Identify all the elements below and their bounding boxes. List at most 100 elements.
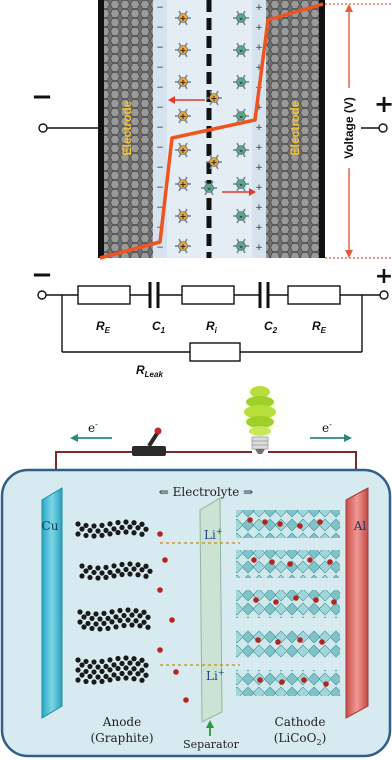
carbon-atom (143, 573, 149, 579)
carbon-atom (107, 531, 113, 537)
carbon-atom (79, 662, 85, 668)
electron-right-label: e- (322, 420, 332, 435)
carbon-atom (117, 607, 123, 614)
lithium-ion (269, 559, 275, 565)
carbon-atom (123, 566, 129, 573)
carbon-atom (111, 563, 117, 569)
carbon-atom (147, 568, 153, 574)
cation-icon: + (175, 108, 191, 124)
separator-arrowhead (206, 720, 214, 728)
carbon-atom (75, 531, 81, 537)
cation-icon: + (175, 42, 191, 58)
carbon-atom (143, 662, 149, 668)
carbon-atom (109, 609, 115, 615)
cu-label: Cu (42, 519, 59, 533)
carbon-atom (103, 527, 109, 533)
carbon-atom (131, 566, 137, 572)
anion-icon: - (201, 180, 217, 196)
surface-charge-icon: + (255, 183, 263, 193)
lithium-ion (173, 669, 179, 675)
electron-flow-right (310, 434, 352, 442)
right-current-collector (319, 0, 325, 258)
carbon-atom (121, 622, 127, 629)
left-electrode (98, 0, 153, 258)
surface-charge-icon: + (255, 223, 263, 233)
carbon-atom (107, 657, 113, 663)
carbon-atom (137, 613, 143, 619)
lithium-ion (301, 677, 307, 683)
left-current-collector (98, 0, 104, 258)
resistor-re-right (287, 285, 341, 305)
voltage-label: Voltage (V) (342, 97, 356, 159)
anion-icon: - (233, 74, 249, 90)
carbon-atom (97, 616, 103, 622)
anion-icon: - (233, 42, 249, 58)
carbon-atom (79, 563, 85, 569)
carbon-atom (125, 617, 131, 623)
surface-charge-icon: − (156, 43, 164, 53)
carbon-atom (107, 521, 113, 527)
carbon-atom (109, 619, 115, 625)
carbon-atom (141, 619, 147, 625)
supercapacitor-cell: + + + + + + + + - - - - - - - - + + - − + − + − + − + − + − + − + − + − + − + −… (31, 0, 392, 260)
carbon-atom (83, 658, 89, 665)
svg-text:-: - (239, 78, 242, 87)
svg-text:+: + (180, 180, 187, 189)
lithium-ion (257, 677, 263, 683)
cation-icon: + (175, 238, 191, 254)
lithium-ion (157, 587, 163, 593)
left-electrode-label: Electrode (120, 100, 134, 155)
carbon-atom (131, 676, 137, 682)
surface-charge-icon: − (156, 3, 164, 13)
lithium-ion (331, 599, 337, 605)
anion-icon: - (233, 176, 249, 192)
carbon-atom (83, 522, 89, 529)
surface-charge-icon: + (255, 103, 263, 113)
carbon-atom (129, 612, 135, 618)
svg-text:+: + (180, 46, 187, 55)
cathode-label: Cathode (275, 715, 326, 729)
carbon-atom (119, 561, 125, 568)
carbon-atom (115, 665, 121, 672)
switch-icon (132, 427, 166, 456)
lithium-ion (317, 519, 323, 525)
voltage-profile-line (99, 2, 324, 260)
surface-charge-icon: + (255, 143, 263, 153)
lithium-ion (251, 557, 257, 563)
carbon-atom (83, 532, 89, 539)
cation-icon: + (175, 10, 191, 26)
li-bottom-label: Li+ (206, 668, 225, 683)
carbon-atom (101, 620, 107, 626)
carbon-atom (93, 621, 99, 627)
lithium-ion (297, 637, 303, 643)
electron-flow-left (70, 434, 112, 442)
voltage-label-bg (337, 88, 361, 168)
carbon-atom (93, 611, 99, 617)
lithium-ion (183, 697, 189, 703)
cathode-material-label: (LiCoO2) (274, 731, 327, 747)
electron-left-label: e- (88, 420, 98, 435)
lithium-ion (247, 517, 253, 523)
carbon-atom (75, 657, 81, 663)
svg-text:+: + (180, 14, 187, 23)
lithium-ion (277, 521, 283, 527)
surface-charge-icon: − (156, 163, 164, 173)
circuit-left-terminal (37, 290, 47, 300)
carbon-atom (143, 563, 149, 569)
lithium-ion (327, 559, 333, 565)
carbon-atom (135, 562, 141, 568)
carbon-atom (139, 667, 145, 673)
right-electrode-label: Electrode (288, 100, 302, 155)
circuit-minus-sign: − (31, 260, 53, 290)
li-ion-battery: e- e- ⇐ Electrolyte ⇒ Cu Al (0, 378, 392, 758)
carbon-atom (79, 672, 85, 678)
carbon-atom (115, 568, 121, 574)
carbon-atom (101, 610, 107, 616)
rleak-label: RLeak (136, 363, 163, 379)
carbon-atom (87, 527, 93, 534)
svg-text:-: - (239, 212, 242, 221)
surface-charge-icon: − (156, 183, 164, 193)
svg-text:+: + (180, 242, 187, 251)
carbon-atom (135, 572, 141, 578)
